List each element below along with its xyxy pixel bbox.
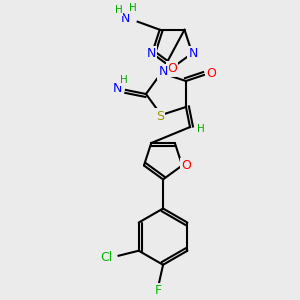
Text: N: N (113, 82, 122, 95)
Text: Cl: Cl (100, 251, 113, 264)
Text: H: H (197, 124, 205, 134)
Text: O: O (181, 159, 191, 172)
Text: N: N (121, 12, 130, 25)
Text: H: H (115, 4, 122, 15)
Text: O: O (167, 62, 177, 75)
Text: F: F (154, 284, 162, 297)
Text: H: H (129, 3, 136, 13)
Text: N: N (159, 65, 168, 79)
Text: H: H (120, 75, 128, 85)
Text: N: N (188, 47, 198, 60)
Text: N: N (146, 47, 156, 60)
Text: S: S (156, 110, 164, 122)
Text: O: O (206, 68, 216, 80)
